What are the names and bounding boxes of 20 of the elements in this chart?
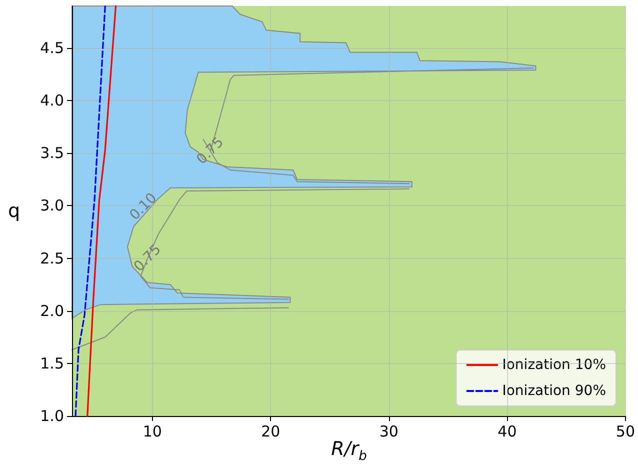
x-axis-title: R/r$_{b}$ [331, 438, 367, 464]
y-tick-label: 2.5 [40, 249, 64, 268]
line-series [72, 307, 289, 350]
line-series [74, 5, 106, 417]
x-tick-label: 50 [616, 422, 636, 440]
y-tick-label: 1.5 [40, 354, 64, 372]
legend-label: Ionization 10% [502, 357, 606, 373]
line-series [86, 5, 117, 417]
x-tick-label: 40 [498, 422, 517, 440]
y-tick-label: 1.0 [40, 407, 64, 425]
x-tick-label: 20 [261, 422, 280, 440]
x-tick-label: 30 [379, 422, 398, 440]
x-tick-label: 10 [142, 422, 162, 440]
y-tick-label: 4.0 [40, 92, 64, 110]
y-tick-label: 3.0 [40, 196, 64, 215]
y-tick-label: 4.5 [40, 39, 64, 58]
y-tick-label: 2.0 [40, 302, 64, 320]
y-tick-label: 3.5 [40, 144, 64, 162]
legend-label: Ionization 90% [502, 383, 606, 399]
y-axis-title: q [8, 200, 20, 222]
